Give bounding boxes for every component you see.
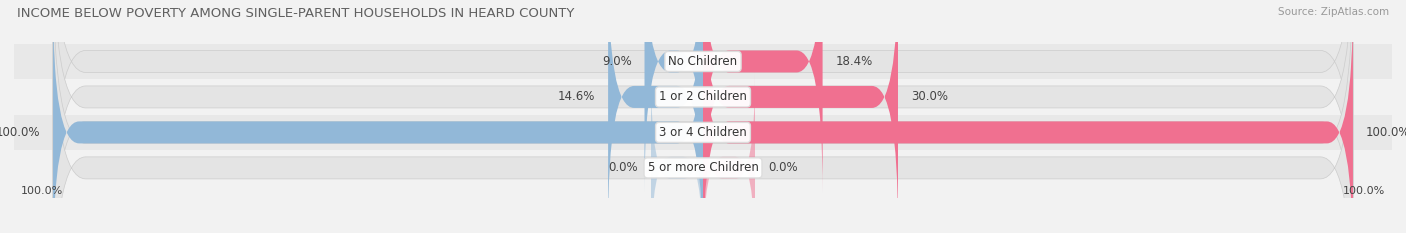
FancyBboxPatch shape	[53, 1, 703, 233]
FancyBboxPatch shape	[53, 1, 1353, 233]
FancyBboxPatch shape	[703, 0, 898, 228]
Text: Source: ZipAtlas.com: Source: ZipAtlas.com	[1278, 7, 1389, 17]
Bar	[14, 150, 1392, 186]
Text: 9.0%: 9.0%	[602, 55, 631, 68]
FancyBboxPatch shape	[53, 0, 1353, 233]
Text: 18.4%: 18.4%	[835, 55, 873, 68]
FancyBboxPatch shape	[644, 0, 703, 192]
Text: 100.0%: 100.0%	[1367, 126, 1406, 139]
FancyBboxPatch shape	[609, 0, 703, 228]
Text: 100.0%: 100.0%	[0, 126, 39, 139]
Text: 30.0%: 30.0%	[911, 90, 948, 103]
Bar	[14, 44, 1392, 79]
FancyBboxPatch shape	[651, 72, 703, 233]
Text: 1 or 2 Children: 1 or 2 Children	[659, 90, 747, 103]
Text: 14.6%: 14.6%	[558, 90, 595, 103]
FancyBboxPatch shape	[53, 0, 1353, 233]
Text: 3 or 4 Children: 3 or 4 Children	[659, 126, 747, 139]
Text: 5 or more Children: 5 or more Children	[648, 161, 758, 174]
Text: No Children: No Children	[668, 55, 738, 68]
FancyBboxPatch shape	[703, 72, 755, 233]
Text: 100.0%: 100.0%	[1343, 186, 1385, 196]
Bar	[14, 115, 1392, 150]
FancyBboxPatch shape	[703, 1, 1353, 233]
FancyBboxPatch shape	[53, 0, 1353, 228]
Text: 0.0%: 0.0%	[609, 161, 638, 174]
Text: 100.0%: 100.0%	[21, 186, 63, 196]
Bar	[14, 79, 1392, 115]
Text: INCOME BELOW POVERTY AMONG SINGLE-PARENT HOUSEHOLDS IN HEARD COUNTY: INCOME BELOW POVERTY AMONG SINGLE-PARENT…	[17, 7, 574, 20]
Text: 0.0%: 0.0%	[768, 161, 797, 174]
FancyBboxPatch shape	[703, 0, 823, 192]
